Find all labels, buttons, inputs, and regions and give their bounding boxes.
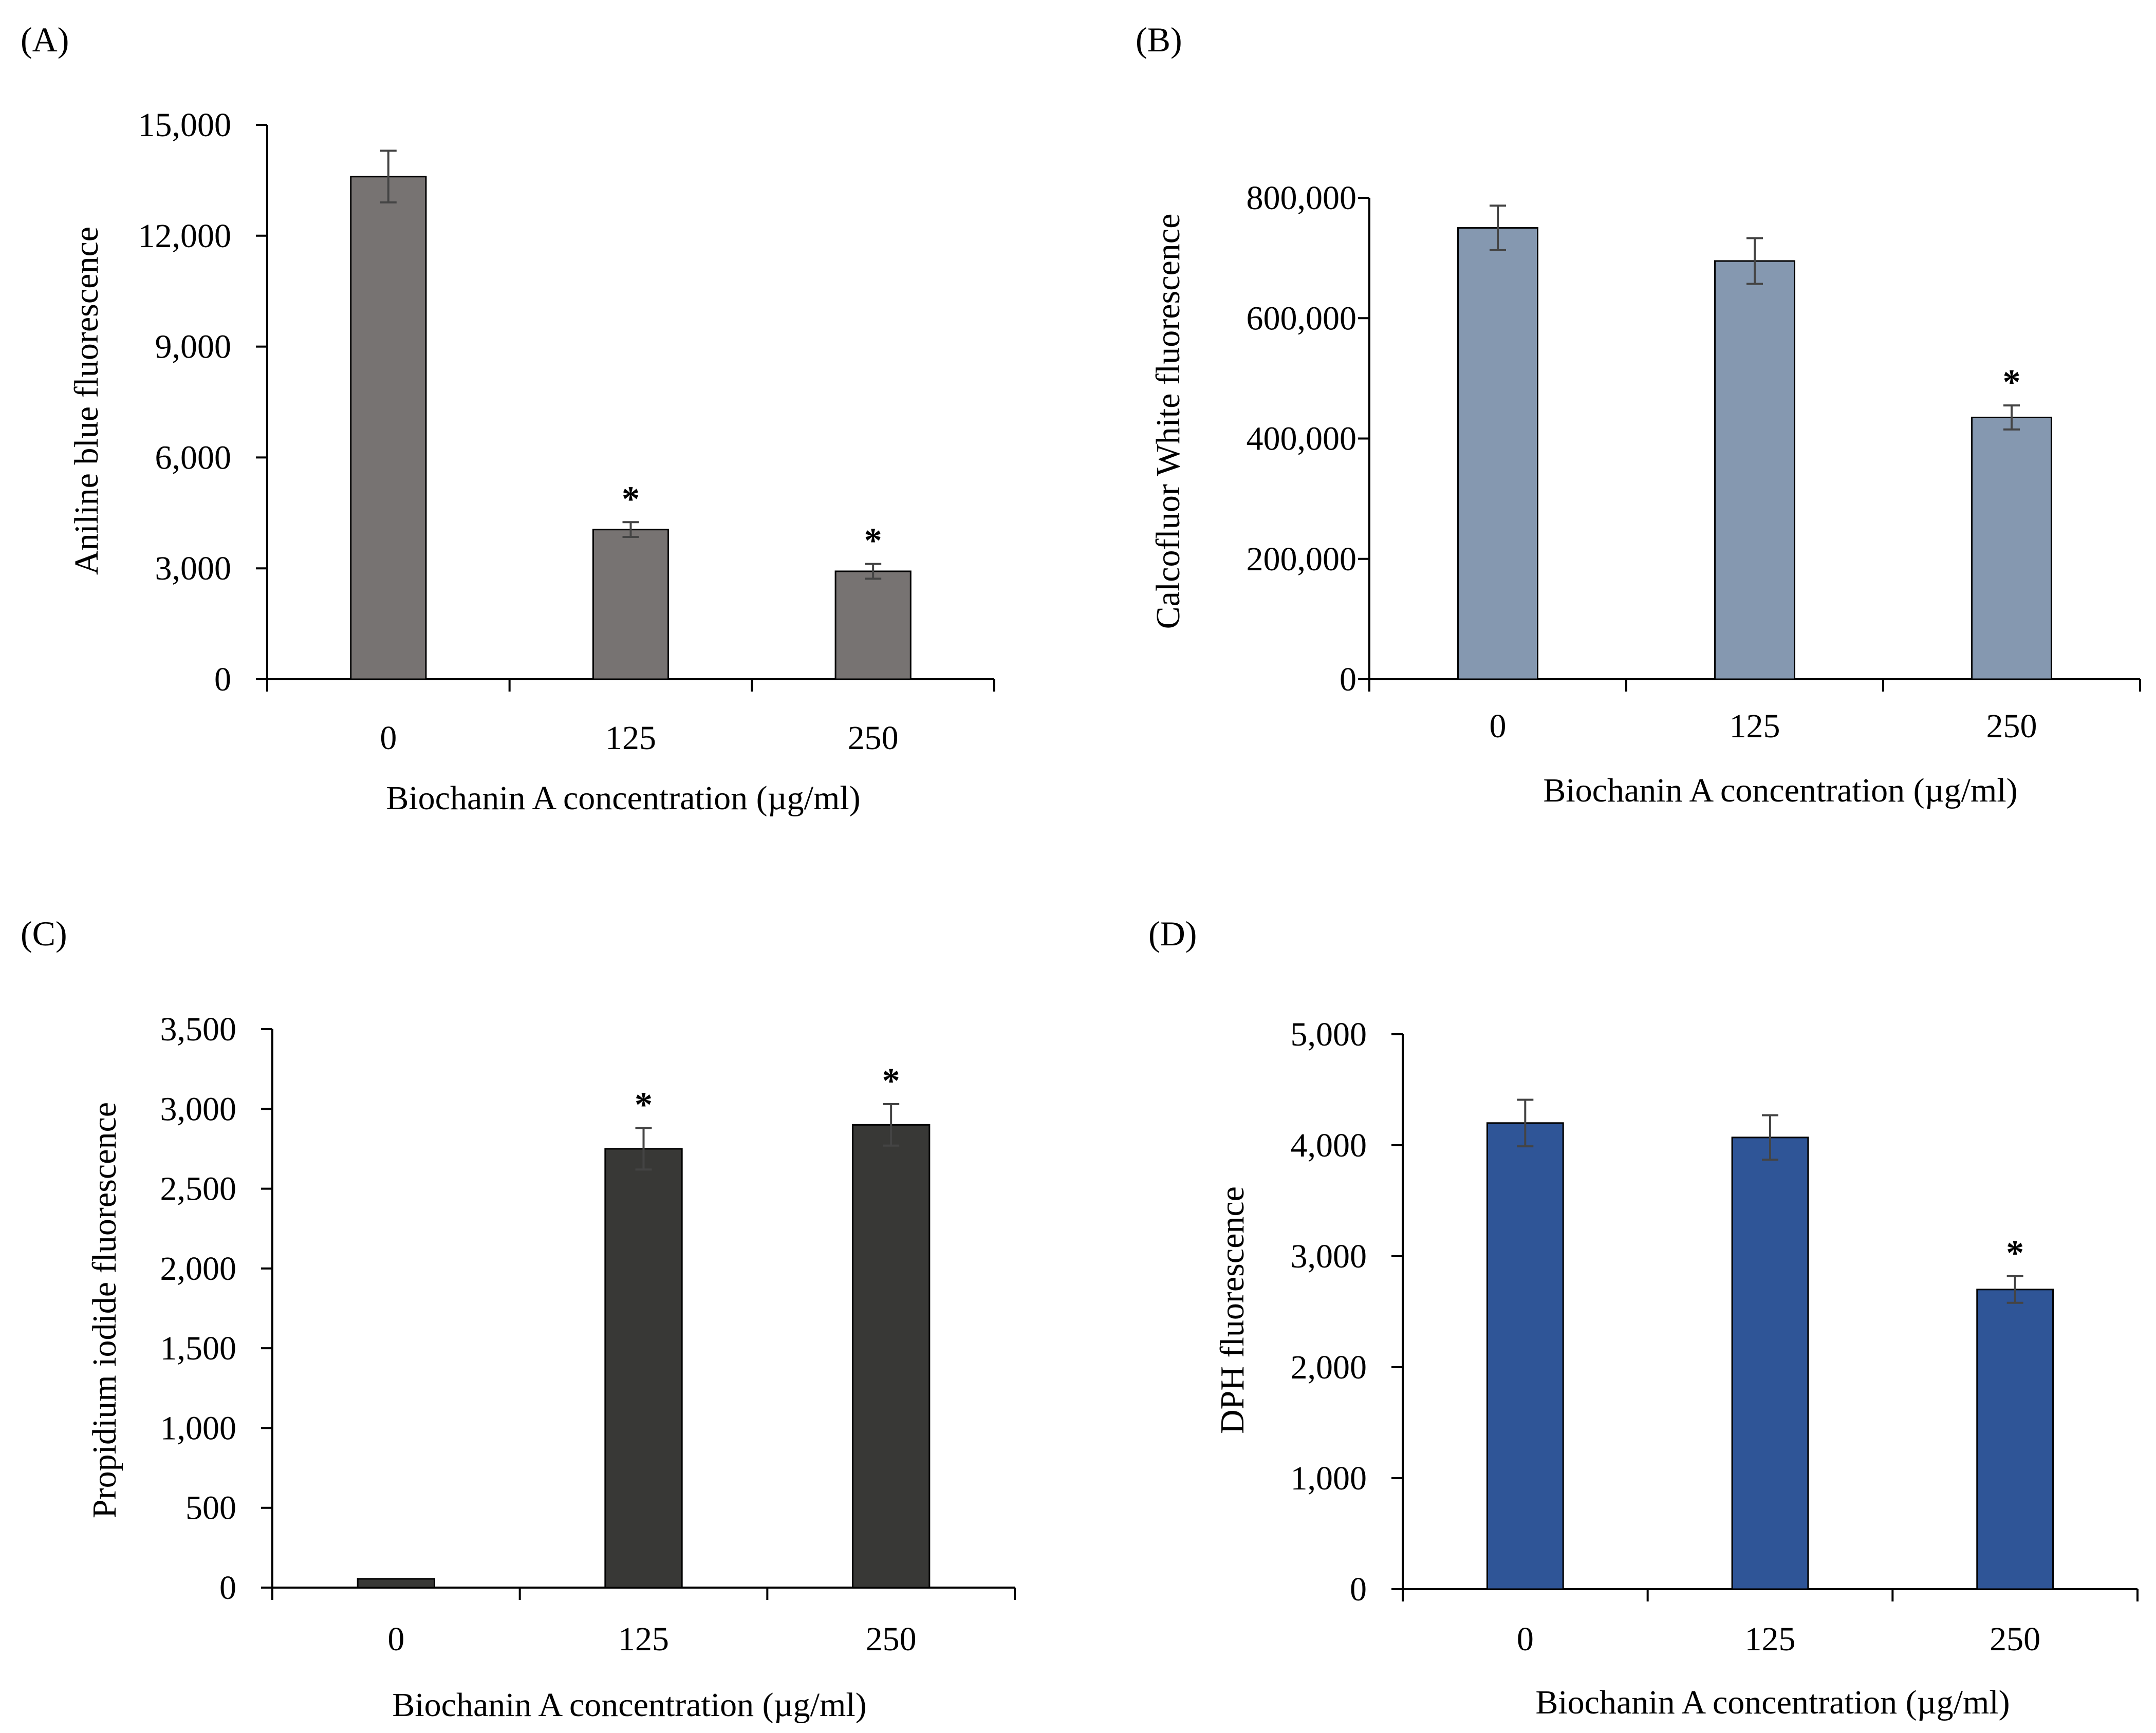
x-tick-label: 125 [605,719,656,757]
chart-panel-4: (D) 0 1,000 2,000 3,000 4,000 5,000 0 125 * 250 Bio… [1148,914,2139,1721]
x-axis-title: Biochanin A concentration (µg/ml) [392,1686,866,1724]
y-tick-label: 6,000 [155,439,232,476]
bar-0 [350,176,427,680]
y-tick-label: 0 [214,661,231,698]
chart-panel-2: (B) 0 200,000 400,000 600,000 800,000 0 125 * 250… [1136,20,2141,809]
x-tick-label: 0 [380,719,397,757]
y-tick-label: 600,000 [1247,300,1357,337]
x-tick-label: 0 [1490,707,1507,745]
panel-label: (C) [21,914,67,953]
bar-250 [1971,417,2052,680]
bar-125 [592,529,670,680]
y-tick-label: 3,000 [155,550,232,587]
x-tick-label: 250 [1990,1620,2040,1658]
x-tick-label: 0 [387,1620,404,1658]
x-axis-title: Biochanin A concentration (µg/ml) [386,779,860,817]
significance-marker: * [635,1086,653,1125]
significance-marker: * [622,479,640,519]
y-tick-label: 0 [219,1569,236,1607]
y-tick-label: 5,000 [1291,1016,1367,1053]
x-tick-label: 0 [1517,1620,1534,1658]
bar-125 [604,1148,683,1589]
bar-250 [1976,1289,2054,1590]
bar-250 [852,1124,931,1589]
y-axis-title: Aniline blue fluorescence [68,227,105,575]
significance-marker: * [864,521,882,561]
bar-125 [1714,260,1795,680]
y-tick-label: 2,500 [160,1170,237,1208]
y-tick-label: 0 [1350,1571,1367,1608]
y-tick-label: 3,500 [160,1011,237,1048]
bar-0 [357,1578,435,1589]
y-tick-label: 500 [185,1489,236,1527]
chart-panel-3: (C) 0 500 1,000 1,500 2,000 2,500 3,000 3,500 0 * 1… [21,914,1016,1724]
y-tick-label: 3,000 [160,1090,237,1128]
panel-label: (D) [1148,914,1197,953]
y-tick-label: 9,000 [155,328,232,366]
y-tick-label: 2,000 [1291,1349,1367,1386]
significance-marker: * [2003,363,2021,402]
x-tick-label: 125 [1745,1620,1796,1658]
bar-250 [834,570,912,680]
significance-marker: * [2006,1234,2024,1273]
bar-125 [1731,1136,1809,1590]
x-axis-title: Biochanin A concentration (µg/ml) [1543,772,2017,809]
x-tick-label: 250 [1986,707,2037,745]
x-tick-label: 125 [1730,707,1780,745]
y-tick-label: 1,000 [1291,1460,1367,1497]
y-tick-label: 1,000 [160,1409,237,1447]
x-tick-label: 250 [866,1620,917,1658]
y-axis-title: Calcofluor White fluorescence [1149,214,1187,629]
chart-panel-1: (A) 0 3,000 6,000 9,000 12,000 15,000 0 * 125 * 250… [21,20,995,817]
bar-0 [1457,227,1538,680]
y-axis-title: Propidium iodide fluorescence [86,1102,123,1518]
significance-marker: * [882,1061,900,1101]
y-axis-title: DPH fluorescence [1214,1186,1251,1434]
y-tick-label: 12,000 [138,217,232,255]
y-tick-label: 15,000 [138,106,232,144]
y-tick-label: 800,000 [1247,179,1357,217]
x-axis-title: Biochanin A concentration (µg/ml) [1535,1684,2010,1721]
y-tick-label: 3,000 [1291,1238,1367,1275]
bar-0 [1486,1122,1564,1590]
panel-label: (A) [21,20,69,59]
y-tick-label: 0 [1340,661,1356,698]
y-tick-label: 4,000 [1291,1127,1367,1164]
x-tick-label: 250 [848,719,899,757]
panel-label: (B) [1136,20,1182,59]
y-tick-label: 2,000 [160,1250,237,1288]
y-tick-label: 1,500 [160,1330,237,1367]
y-tick-label: 400,000 [1247,420,1357,458]
x-tick-label: 125 [618,1620,669,1658]
y-tick-label: 200,000 [1247,541,1357,578]
